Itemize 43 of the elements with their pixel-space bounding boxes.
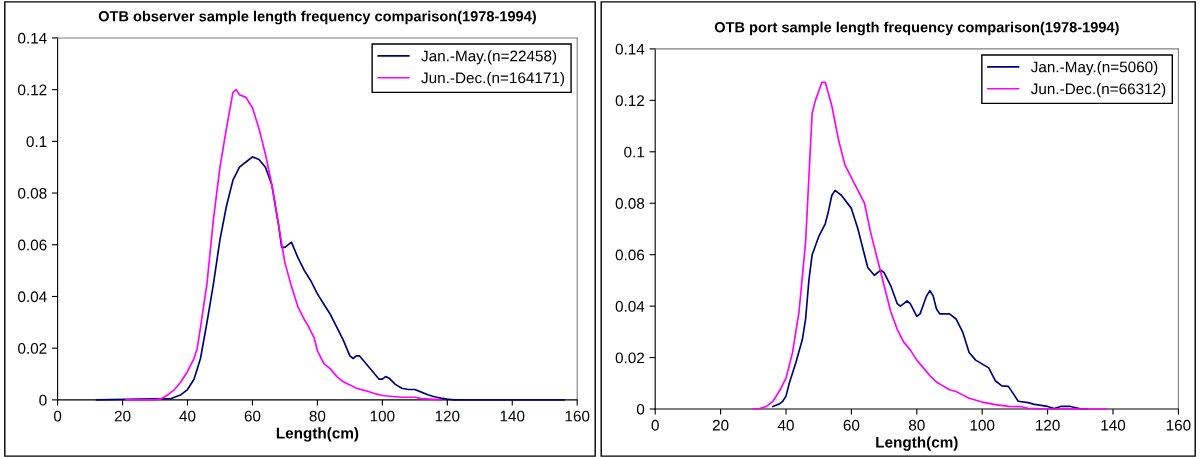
- x-tick-label: 40: [777, 419, 794, 431]
- legend-label: Jan.-May.(n=5060): [1030, 61, 1158, 76]
- x-tick-label: 60: [244, 410, 261, 422]
- line-series: [124, 88, 442, 401]
- x-tick-label: 20: [712, 419, 729, 431]
- y-tick-label: 0.08: [615, 198, 645, 209]
- x-axis-title: Length(cm): [876, 436, 958, 451]
- y-tick-label: 0.12: [615, 95, 645, 107]
- y-tick-label: 0.1: [26, 136, 47, 148]
- y-tick-label: 0.02: [18, 343, 47, 354]
- y-tick-label: 0.1: [624, 146, 645, 158]
- y-tick-label: 0: [39, 394, 47, 406]
- x-tick-label: 60: [843, 419, 860, 431]
- line-series: [95, 156, 566, 401]
- legend-label: Jan.-May.(n=22458): [421, 50, 557, 65]
- x-tick-label: 100: [370, 410, 395, 422]
- x-tick-label: 0: [53, 410, 62, 422]
- x-axis-title: Length(cm): [276, 427, 359, 442]
- x-tick-label: 0: [651, 419, 659, 431]
- y-tick-label: 0.06: [18, 239, 47, 251]
- y-tick-label: 0.08: [18, 187, 47, 199]
- x-tick-label: 140: [500, 410, 525, 422]
- x-tick-label: 40: [179, 410, 196, 422]
- x-tick-label: 20: [114, 410, 131, 422]
- y-tick-label: 0.02: [615, 352, 645, 364]
- x-tick-label: 80: [908, 419, 925, 431]
- x-tick-label: 120: [435, 410, 460, 422]
- x-tick-label: 100: [970, 419, 995, 431]
- y-tick-label: 0.14: [615, 43, 645, 55]
- x-tick-label: 160: [565, 410, 590, 422]
- legend-label: Jun.-Dec.(n=164171): [421, 72, 565, 87]
- y-tick-label: 0.06: [615, 249, 645, 261]
- chart-title: OTB observer sample length frequency comparison(1978-1994): [98, 10, 536, 25]
- x-tick-label: 80: [309, 410, 326, 422]
- y-tick-label: 0.04: [615, 300, 645, 312]
- x-tick-label: 140: [1101, 419, 1126, 431]
- y-tick-label: 0.12: [18, 84, 47, 96]
- y-tick-label: 0.04: [18, 291, 47, 303]
- chart-title: OTB port sample length frequency comparison(1978-1994): [714, 21, 1119, 36]
- x-tick-label: 120: [1036, 419, 1060, 431]
- legend-label: Jun.-Dec.(n=66312): [1030, 83, 1166, 98]
- y-tick-label: 0.14: [18, 32, 47, 44]
- x-tick-label: 160: [1166, 419, 1191, 431]
